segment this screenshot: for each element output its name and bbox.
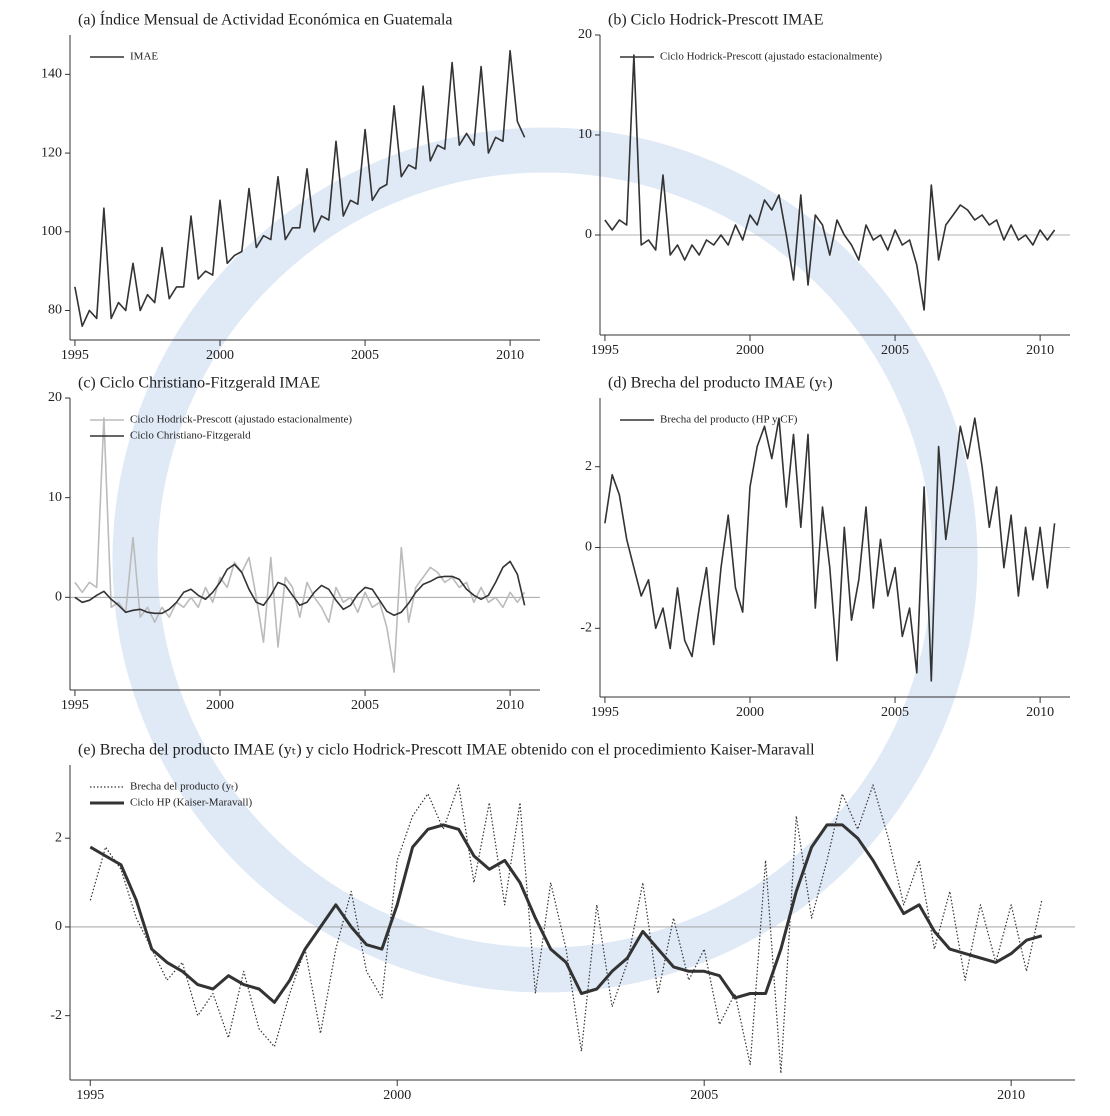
y-tick-label: 10 [48, 490, 62, 505]
watermark [135, 150, 955, 970]
x-tick-label: 2005 [351, 698, 379, 713]
legend-label: Brecha del producto (HP y CF) [660, 414, 798, 426]
x-tick-label: 2005 [351, 348, 379, 363]
y-tick-label: 0 [585, 540, 592, 555]
legend-label: Brecha del producto (yₜ) [130, 781, 238, 793]
y-tick-label: -2 [50, 1008, 62, 1023]
y-tick-label: 2 [55, 830, 62, 845]
y-tick-label: 0 [55, 919, 62, 934]
chart-title: (e) Brecha del producto IMAE (yₜ) y cicl… [78, 742, 815, 759]
y-tick-label: 20 [48, 390, 62, 405]
y-tick-label: 140 [41, 67, 62, 82]
x-tick-label: 2010 [496, 698, 524, 713]
series-line [75, 51, 525, 327]
x-tick-label: 2010 [1026, 343, 1054, 358]
x-tick-label: 2005 [881, 705, 909, 720]
x-tick-label: 1995 [61, 698, 89, 713]
x-tick-label: 2000 [736, 343, 764, 358]
figure: (a) Índice Mensual de Actividad Económic… [0, 0, 1110, 1116]
x-tick-label: 2000 [736, 705, 764, 720]
x-tick-label: 2005 [690, 1088, 718, 1103]
y-tick-label: 2 [585, 459, 592, 474]
x-tick-label: 2000 [206, 698, 234, 713]
chart-title: (b) Ciclo Hodrick-Prescott IMAE [608, 12, 824, 29]
y-tick-label: 120 [41, 145, 62, 160]
chart-title: (c) Ciclo Christiano-Fitzgerald IMAE [78, 375, 320, 392]
legend-label: IMAE [130, 51, 158, 63]
x-tick-label: 1995 [591, 343, 619, 358]
y-tick-label: 0 [585, 227, 592, 242]
x-tick-label: 2000 [383, 1088, 411, 1103]
x-tick-label: 2000 [206, 348, 234, 363]
legend-label: Ciclo HP (Kaiser-Maravall) [130, 797, 253, 809]
legend-label: Ciclo Hodrick-Prescott (ajustado estacio… [660, 51, 882, 63]
y-tick-label: 20 [578, 27, 592, 42]
legend-label: Ciclo Christiano-Fitzgerald [130, 430, 251, 442]
y-tick-label: 100 [41, 224, 62, 239]
x-tick-label: 2010 [1026, 705, 1054, 720]
y-tick-label: -2 [580, 621, 592, 636]
chart-title: (d) Brecha del producto IMAE (yₜ) [608, 375, 833, 392]
x-tick-label: 1995 [591, 705, 619, 720]
y-tick-label: 80 [48, 303, 62, 318]
legend-label: Ciclo Hodrick-Prescott (ajustado estacio… [130, 414, 352, 426]
x-tick-label: 1995 [76, 1088, 104, 1103]
chart-title: (a) Índice Mensual de Actividad Económic… [78, 10, 453, 29]
x-tick-label: 2005 [881, 343, 909, 358]
x-tick-label: 2010 [496, 348, 524, 363]
y-tick-label: 0 [55, 590, 62, 605]
x-tick-label: 2010 [997, 1088, 1025, 1103]
series-line [605, 418, 1055, 681]
y-tick-label: 10 [578, 127, 592, 142]
x-tick-label: 1995 [61, 348, 89, 363]
